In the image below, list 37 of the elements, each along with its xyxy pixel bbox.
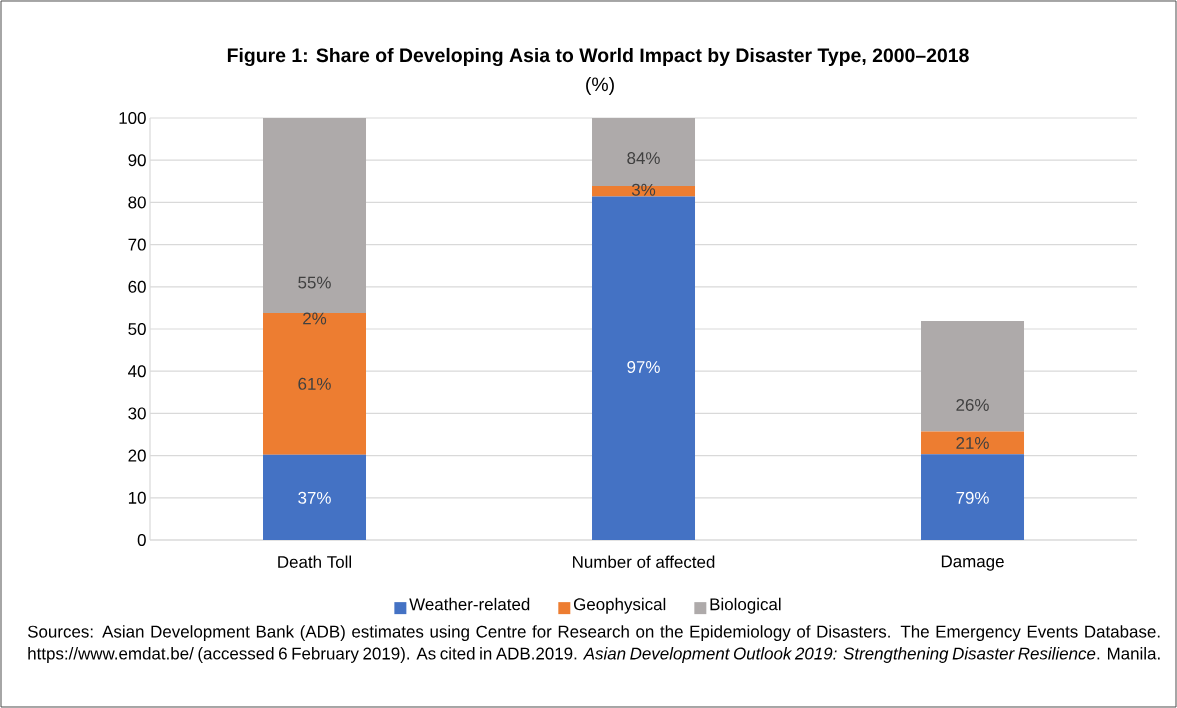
x-tick-label: Death Toll [278,555,352,568]
y-tick-label: 30 [128,407,146,420]
bar [921,454,1025,540]
annotation: 3% [631,183,656,196]
annotation: 55% [298,276,331,289]
y-tick-label: 80 [128,196,146,209]
y-tick-label: 20 [128,449,146,462]
annotation: 2% [303,312,327,325]
y-tick-label: 10 [128,491,146,504]
bar [263,312,367,455]
y-tick-label: 70 [128,238,146,251]
chart-title: Figure 1: Share of Developing Asia to World Impact by Disaster Type, 2000–2018 [227,47,969,67]
legend-label: Biological [710,597,781,614]
chart-subtitle: (%) [586,76,614,96]
annotation: 84% [627,152,660,165]
y-tick-label: 60 [128,280,146,293]
y-tick-label: 50 [128,323,146,335]
annotation: 97% [627,360,660,373]
annotation: 37% [298,491,331,504]
bar [263,118,367,313]
annotation: 61% [298,377,331,390]
x-tick-label: Damage [941,555,1004,571]
annotation: 79% [956,491,989,504]
source-note: Sources: Asian Development Bank (ADB) estimates using Centre for Research on the Epidemiology of Disasters. The Emergency Events Database. https://www.emdat.be/ (accessed 6 February 2019). As cited in ADB.2019. Asian Development Outlook 2019: Strengthening Disaster Resilience. Manila. [27,625,1160,663]
bar [921,431,1025,455]
bar [921,320,1025,432]
y-tick-label: 90 [128,154,146,167]
bar [263,454,367,540]
y-tick-label: 100 [119,112,146,124]
annotation: 26% [956,398,989,411]
y-tick-label: 40 [128,365,146,378]
legend-label: Weather-related [409,597,530,611]
bar [592,196,696,540]
x-tick-label: Number of affected [573,555,715,568]
y-tick-label: 0 [137,534,146,546]
annotation: 21% [956,436,989,449]
legend-label: Geophysical [573,597,666,614]
